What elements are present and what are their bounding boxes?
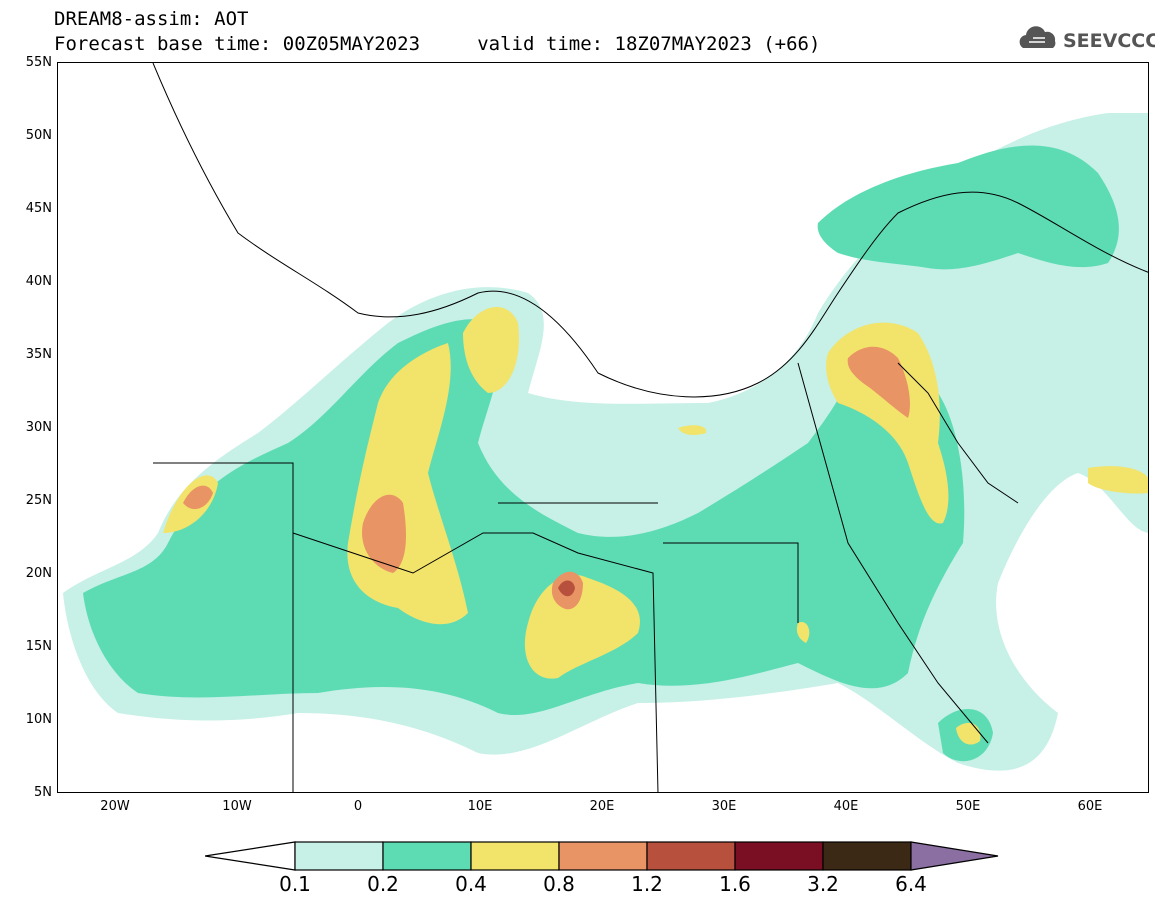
lat-tick: 20N xyxy=(25,566,52,581)
lat-tick: 50N xyxy=(25,128,52,143)
lon-tick: 30E xyxy=(711,799,737,814)
lat-tick: 40N xyxy=(25,274,52,289)
country-borders xyxy=(152,63,1148,792)
lat-tick: 15N xyxy=(25,639,52,654)
colorbar-low-triangle xyxy=(205,841,296,871)
lon-tick: 50E xyxy=(955,799,981,814)
aot-map-canvas xyxy=(58,63,1148,792)
lat-tick: 45N xyxy=(25,201,52,216)
seevccc-logo: SEEVCCC xyxy=(1019,26,1155,52)
colorbar-label: 1.2 xyxy=(631,872,663,896)
lat-tick: 10N xyxy=(25,712,52,727)
colorbar-seg-1.6 xyxy=(734,841,824,871)
lon-tick: 40E xyxy=(833,799,859,814)
colorbar-label: 1.6 xyxy=(719,872,751,896)
lon-tick: 0 xyxy=(353,799,363,814)
colorbar-label: 0.4 xyxy=(455,872,487,896)
lat-tick: 25N xyxy=(25,493,52,508)
colorbar-seg-3.2 xyxy=(822,841,912,871)
colorbar-label: 3.2 xyxy=(807,872,839,896)
lon-tick: 20W xyxy=(100,799,130,814)
colorbar-high-triangle xyxy=(910,841,999,871)
svg-text:SEEVCCC: SEEVCCC xyxy=(1063,30,1155,52)
aot-colorbar xyxy=(205,841,999,871)
lon-tick: 60E xyxy=(1077,799,1103,814)
lon-tick: 10E xyxy=(467,799,493,814)
colorbar-seg-0.4 xyxy=(470,841,560,871)
colorbar-seg-1.2 xyxy=(646,841,736,871)
map-title: DREAM8-assim: AOT xyxy=(54,8,249,30)
lat-tick: 5N xyxy=(34,785,52,800)
colorbar-seg-0.2 xyxy=(382,841,472,871)
colorbar-seg-0.1 xyxy=(294,841,384,871)
colorbar-label: 6.4 xyxy=(895,872,927,896)
forecast-time-line: Forecast base time: 00Z05MAY2023 valid t… xyxy=(54,33,821,55)
colorbar-label: 0.1 xyxy=(279,872,311,896)
aot-band-0.8 xyxy=(183,346,910,610)
lon-tick: 10W xyxy=(222,799,252,814)
lat-tick: 30N xyxy=(25,420,52,435)
colorbar-seg-0.8 xyxy=(558,841,648,871)
aot-map xyxy=(57,62,1149,793)
lon-tick: 20E xyxy=(589,799,615,814)
lat-tick: 55N xyxy=(25,55,52,70)
colorbar-label: 0.2 xyxy=(367,872,399,896)
aot-band-1.2 xyxy=(558,580,575,597)
aot-band-0.4 xyxy=(163,306,1148,745)
lat-tick: 35N xyxy=(25,347,52,362)
colorbar-label: 0.8 xyxy=(543,872,575,896)
